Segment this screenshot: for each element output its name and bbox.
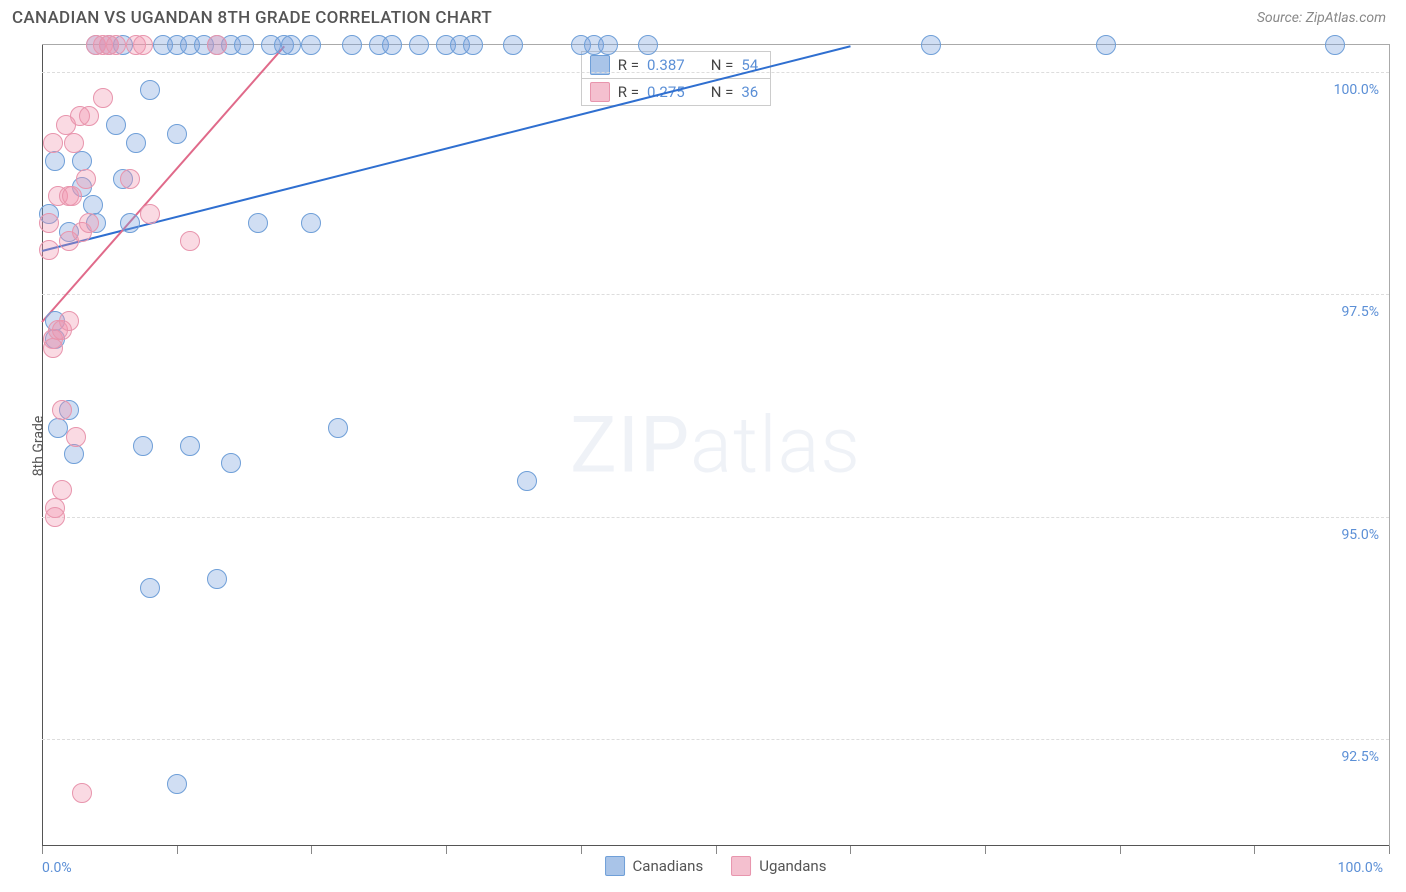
stat-legend-row: R =0.275N =36 [582,79,770,105]
watermark-thin: atlas [690,400,861,491]
y-axis [42,45,43,846]
stat-n-value: 36 [741,83,758,101]
data-point [43,338,63,358]
x-tick [1120,846,1121,854]
data-point [93,88,113,108]
data-point [281,35,301,55]
x-tick [1389,846,1390,854]
data-point [503,35,523,55]
data-point [1096,35,1116,55]
gridline [42,72,1389,73]
legend-item-ugandans: Ugandans [731,856,826,876]
stat-n-label: N = [711,83,734,101]
data-point [106,115,126,135]
data-point [598,35,618,55]
data-point [45,151,65,171]
legend-swatch-canadians [605,856,625,876]
data-point [207,569,227,589]
data-point [79,213,99,233]
data-point [66,427,86,447]
x-tick [581,846,582,854]
data-point [234,35,254,55]
data-point [52,400,72,420]
gridline [42,739,1389,740]
data-point [133,35,153,55]
data-point [180,436,200,456]
x-tick [177,846,178,854]
data-point [120,169,140,189]
data-point [39,240,59,260]
correlation-legend: R =0.387N =54R =0.275N =36 [581,51,771,106]
legend-item-canadians: Canadians [605,856,704,876]
data-point [140,80,160,100]
data-point [409,35,429,55]
data-point [221,453,241,473]
data-point [43,133,63,153]
data-point [140,578,160,598]
data-point [463,35,483,55]
data-point [207,35,227,55]
data-point [72,783,92,803]
data-point [140,204,160,224]
data-point [248,213,268,233]
data-point [79,106,99,126]
stat-swatch [590,82,610,102]
stat-r-label: R = [618,83,639,101]
x-axis-max-label: 100.0% [1338,860,1383,876]
data-point [382,35,402,55]
stat-legend-row: R =0.387N =54 [582,52,770,79]
data-point [120,213,140,233]
x-tick [1254,846,1255,854]
x-tick [446,846,447,854]
chart-plot-area: ZIPatlas R =0.387N =54R =0.275N =36 Cana… [42,44,1390,846]
data-point [517,471,537,491]
data-point [638,35,658,55]
page-title: CANADIAN VS UGANDAN 8TH GRADE CORRELATIO… [12,8,492,28]
source-label: Source: ZipAtlas.com [1257,10,1386,26]
data-point [126,133,146,153]
x-tick [42,846,43,854]
x-tick [985,846,986,854]
data-point [45,507,65,527]
data-point [52,480,72,500]
data-point [64,133,84,153]
data-point [167,774,187,794]
data-point [133,436,153,456]
x-tick [311,846,312,854]
data-point [64,444,84,464]
gridline [42,517,1389,518]
series-legend: Canadians Ugandans [605,856,827,876]
data-point [921,35,941,55]
x-tick [716,846,717,854]
y-tick-label: 100.0% [1334,82,1379,98]
trend-line [42,45,851,252]
data-point [76,169,96,189]
legend-swatch-ugandans [731,856,751,876]
data-point [180,231,200,251]
data-point [301,35,321,55]
data-point [62,186,82,206]
data-point [328,418,348,438]
data-point [1325,35,1345,55]
data-point [39,213,59,233]
y-tick-label: 95.0% [1341,527,1379,543]
x-axis-min-label: 0.0% [42,860,72,876]
data-point [59,311,79,331]
x-tick [850,846,851,854]
y-tick-label: 92.5% [1341,749,1379,765]
watermark: ZIPatlas [570,400,861,491]
data-point [342,35,362,55]
y-tick-label: 97.5% [1341,304,1379,320]
data-point [167,124,187,144]
gridline [42,294,1389,295]
legend-label-canadians: Canadians [633,857,704,875]
data-point [106,35,126,55]
legend-label-ugandans: Ugandans [759,857,826,875]
data-point [301,213,321,233]
watermark-bold: ZIP [570,400,690,491]
data-point [72,151,92,171]
